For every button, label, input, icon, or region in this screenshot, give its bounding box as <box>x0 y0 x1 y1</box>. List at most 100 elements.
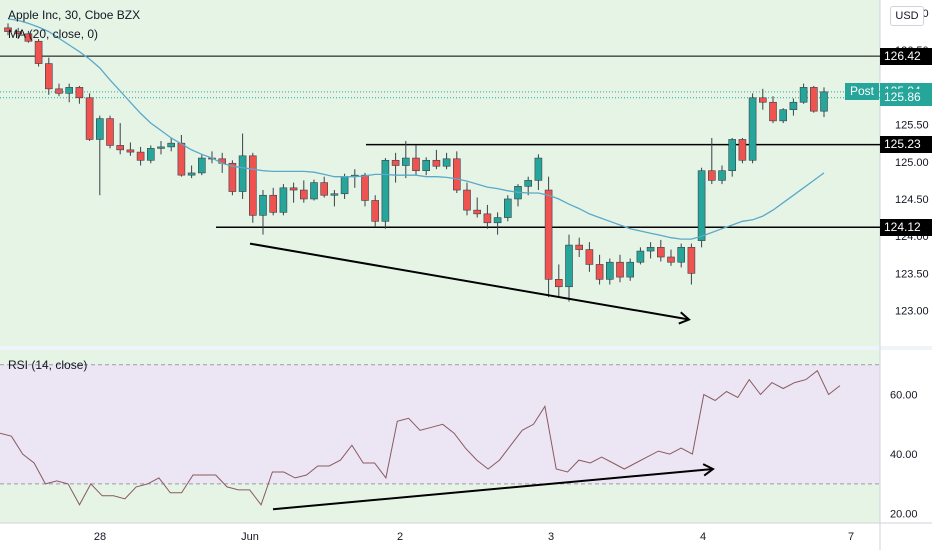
candle-body <box>473 209 482 215</box>
candle-body <box>177 142 186 176</box>
candle-body <box>524 180 533 187</box>
time-tick-label: 4 <box>700 531 706 543</box>
post-market-tag: Post <box>845 83 879 101</box>
candle-body <box>605 261 614 280</box>
candle-body <box>412 157 420 172</box>
candle-body <box>299 189 308 200</box>
candle-body <box>238 155 247 192</box>
candle-body <box>707 170 716 181</box>
candle-body <box>75 87 84 99</box>
pane-separator <box>0 346 932 350</box>
candle-body <box>503 198 512 218</box>
candle-body <box>544 189 553 280</box>
candle-body <box>85 97 94 140</box>
candle-body <box>391 159 400 166</box>
candle-body <box>493 217 502 224</box>
price-divergence-arrow-head <box>678 311 691 325</box>
candle-body <box>748 97 757 161</box>
candle-body <box>136 151 145 161</box>
candle-body <box>534 157 543 181</box>
candle-body <box>677 247 686 263</box>
candle-body <box>779 109 788 122</box>
candle-body <box>656 247 665 258</box>
candle-body <box>381 159 390 222</box>
currency-button[interactable]: USD <box>890 6 924 26</box>
price-chip-level-125-23: 125.23 <box>880 136 932 154</box>
candle-body <box>157 146 165 149</box>
candle-body <box>320 182 329 196</box>
candle-body <box>24 33 33 42</box>
candle-body <box>636 250 645 263</box>
candle-body <box>626 261 635 278</box>
rsi-line <box>0 369 841 506</box>
candle-body <box>697 170 706 241</box>
candle-body <box>249 155 257 216</box>
rsi-divergence-arrow <box>272 468 714 511</box>
candle-body <box>738 139 747 161</box>
price-tick-label: 124.50 <box>895 194 929 206</box>
candle-body <box>646 247 655 252</box>
candle-body <box>432 159 441 167</box>
candle-body <box>554 279 563 288</box>
time-tick-label: 7 <box>848 531 854 543</box>
candle-body <box>758 97 767 103</box>
candle-body <box>228 162 237 192</box>
candle-body <box>422 159 431 171</box>
candle-body <box>687 247 696 274</box>
candle-body <box>34 40 43 64</box>
candle-body <box>575 244 584 250</box>
candle-body <box>106 118 114 146</box>
candle-body <box>585 249 594 265</box>
price-chip-last: 125.86 <box>880 89 932 107</box>
candle-body <box>96 118 104 140</box>
candle-body <box>799 87 808 103</box>
candle-body <box>595 264 604 280</box>
candle-body <box>44 63 53 90</box>
price-tick-label: 125.00 <box>895 157 929 169</box>
candle-body <box>809 87 818 112</box>
rsi-band-fill <box>0 364 880 484</box>
candle-body <box>65 87 73 94</box>
candle-body <box>565 244 573 288</box>
candle-body <box>116 145 124 151</box>
price-chip-level-124-12: 124.12 <box>880 218 932 236</box>
currency-label: USD <box>895 10 919 22</box>
candle-body <box>310 182 318 200</box>
candle-body <box>55 88 63 94</box>
candle-body <box>361 174 369 201</box>
candle-body <box>820 91 828 112</box>
candle-body <box>198 157 206 174</box>
candle-body <box>14 31 22 35</box>
rsi-legend: RSI (14, close) <box>8 358 88 372</box>
rsi-divergence-arrow-head <box>702 463 715 477</box>
candle-body <box>187 172 196 176</box>
price-chip-level-126-42: 126.42 <box>880 47 932 65</box>
rsi-tick-label: 20.00 <box>890 509 918 521</box>
price-tick-label: 123.00 <box>895 306 929 318</box>
candle-body <box>667 256 675 263</box>
candle-body <box>330 193 339 196</box>
candle-body <box>452 158 461 191</box>
price-pane-bg <box>0 0 880 346</box>
candle-body <box>259 194 267 216</box>
candle-body <box>126 149 135 153</box>
price-tick-label: 123.50 <box>895 268 929 280</box>
candle-body <box>463 189 471 211</box>
candle-body <box>4 27 12 32</box>
candle-body <box>340 176 349 195</box>
time-tick-label: Jun <box>241 531 259 543</box>
rsi-tick-label: 60.00 <box>890 390 918 402</box>
candle-body <box>483 213 492 224</box>
ma-legend: MA (20, close, 0) <box>8 27 99 41</box>
price-tick-label: 125.50 <box>895 120 929 132</box>
rsi-tick-label: 40.00 <box>890 449 918 461</box>
ma-line <box>7 18 825 240</box>
time-tick-label: 2 <box>397 531 403 543</box>
candle-body <box>167 142 175 148</box>
time-tick-label: 3 <box>548 531 554 543</box>
candle-body <box>769 101 777 122</box>
candle-body <box>616 261 624 278</box>
time-tick-label: 28 <box>94 531 106 543</box>
